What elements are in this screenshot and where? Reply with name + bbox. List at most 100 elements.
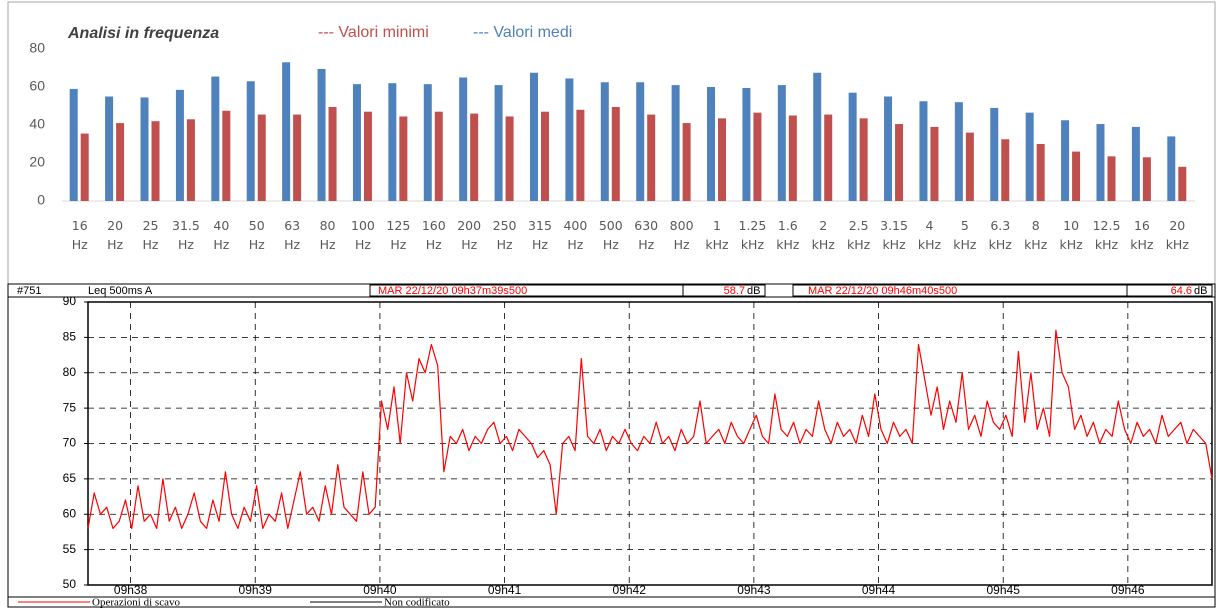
x-tick-label: 2.5 kHz: [847, 218, 871, 252]
x-tick-label: 31.5 Hz: [172, 218, 200, 252]
bar: [884, 96, 893, 201]
header-unit: dB: [747, 285, 760, 297]
bar: [328, 106, 337, 201]
y-tick-label: 90: [63, 294, 77, 308]
bar: [505, 116, 514, 201]
y-tick-label: 20: [29, 154, 45, 170]
x-tick-label: 09h42: [613, 583, 647, 597]
bar: [742, 87, 751, 201]
bar: [788, 115, 797, 201]
x-tick-label: 40 Hz: [213, 218, 230, 252]
bar: [895, 124, 904, 201]
x-tick-label: 63 Hz: [284, 218, 301, 252]
bar: [930, 126, 939, 201]
x-tick-label: 09h45: [987, 583, 1021, 597]
bar: [1131, 126, 1140, 201]
bar: [246, 81, 255, 201]
x-tick-label: 1 kHz: [705, 218, 729, 252]
x-tick-label: 500 Hz: [598, 218, 623, 252]
bar: [565, 78, 574, 201]
header-start-value: 58.7: [724, 285, 745, 297]
y-tick-label: 55: [63, 542, 77, 556]
chart-title: Analisi in frequenza: [67, 25, 219, 42]
x-tick-label: 125 Hz: [386, 218, 411, 252]
bar: [540, 111, 549, 201]
y-tick-label: 75: [63, 400, 77, 414]
bar: [1107, 156, 1116, 201]
bar: [777, 85, 786, 201]
y-tick-label: 65: [63, 471, 77, 485]
bar: [211, 76, 220, 201]
bar: [423, 84, 432, 201]
data-line: [87, 329, 1213, 529]
legend-entry: Non codificato: [384, 597, 450, 608]
x-tick-label: 50 Hz: [248, 218, 265, 252]
x-tick-label: 5 kHz: [953, 218, 977, 252]
y-tick-label: 70: [63, 436, 77, 450]
bar: [1096, 124, 1105, 201]
bar: [388, 83, 397, 201]
x-tick-label: 09h43: [737, 583, 771, 597]
bar: [186, 119, 195, 201]
bar: [116, 123, 125, 201]
header-end-value: 64.6: [1171, 285, 1192, 297]
y-tick-label: 60: [29, 78, 45, 94]
legend-entry: --- Valori minimi: [318, 24, 429, 41]
bar: [352, 84, 361, 201]
y-tick-label: 50: [63, 577, 77, 591]
y-tick-label: 80: [63, 365, 77, 379]
bar: [529, 72, 538, 201]
x-tick-label: 80 Hz: [319, 218, 336, 252]
y-tick-label: 60: [63, 506, 77, 520]
bar: [363, 111, 372, 201]
x-tick-label: 09h46: [1111, 583, 1145, 597]
header-end: MAR 22/12/20 09h46m40s500: [808, 285, 957, 297]
bar: [434, 111, 443, 201]
bar: [718, 118, 727, 201]
bar: [1072, 151, 1081, 201]
x-tick-label: 09h44: [862, 583, 896, 597]
bar: [919, 101, 928, 201]
bar: [576, 109, 585, 201]
x-tick-label: 09h38: [114, 583, 148, 597]
bar: [293, 114, 302, 201]
y-tick-label: 85: [63, 330, 77, 344]
x-tick-label: 200 Hz: [457, 218, 482, 252]
x-tick-label: 20 kHz: [1165, 218, 1189, 252]
bar: [611, 106, 620, 201]
bar: [222, 110, 231, 201]
bar: [257, 114, 266, 201]
legend-entry: --- Valori medi: [473, 24, 572, 41]
bar: [494, 85, 503, 201]
x-tick-label: 2 kHz: [811, 218, 835, 252]
bar: [399, 116, 408, 201]
bar: [859, 118, 868, 201]
bottom-frame: [7, 283, 1216, 608]
bar: [69, 88, 78, 201]
header-unit: dB: [1194, 285, 1207, 297]
legend-entry: Operazioni di scavo: [92, 597, 180, 608]
x-tick-label: 4 kHz: [917, 218, 942, 252]
bar: [1142, 157, 1151, 201]
x-tick-label: 6.3 kHz: [988, 218, 1012, 252]
y-tick-label: 40: [29, 116, 45, 132]
bar: [151, 121, 160, 201]
bar: [813, 72, 822, 201]
x-tick-label: 100 Hz: [351, 218, 375, 252]
bar: [317, 68, 326, 201]
bar: [1025, 112, 1034, 201]
bar: [459, 77, 468, 201]
bar: [1178, 166, 1187, 201]
bar: [824, 114, 833, 201]
header-measure: Leq 500ms A: [88, 285, 153, 297]
x-tick-label: 3.15 kHz: [880, 218, 908, 252]
bar: [140, 97, 149, 201]
bar: [965, 132, 974, 201]
x-tick-label: 630 Hz: [634, 218, 659, 252]
bar: [753, 112, 762, 201]
x-tick-label: 10 kHz: [1059, 218, 1083, 252]
x-tick-label: 20 Hz: [107, 218, 124, 252]
x-tick-label: 1.25 kHz: [738, 218, 767, 252]
bar: [636, 82, 645, 201]
